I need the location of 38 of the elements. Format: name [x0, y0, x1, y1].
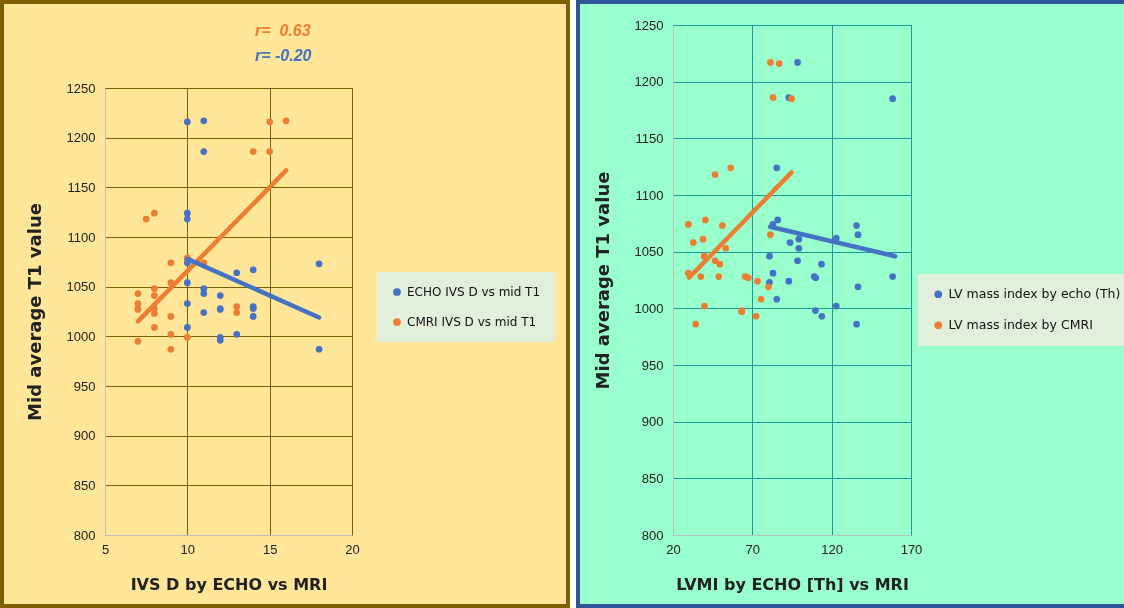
x-axis-title: IVS D by ECHO vs MRI [130, 574, 328, 594]
x-tick-label: 5 [101, 541, 110, 557]
y-tick-label: 950 [73, 378, 96, 394]
y-tick-label: 1150 [635, 130, 664, 146]
y-axis-title: Mid average T1 value [591, 171, 613, 390]
y-axis-title: Mid average T1 value [23, 203, 45, 421]
y-tick-label: 1200 [66, 130, 96, 146]
legend-label: LV mass index by CMRI [948, 317, 1093, 333]
y-tick-label: 1000 [66, 328, 96, 344]
x-tick-label: 15 [262, 541, 278, 557]
y-tick-label: 1250 [634, 17, 664, 33]
y-tick-label: 950 [641, 357, 664, 373]
y-tick-label: 850 [641, 470, 664, 486]
y-tick-label: 900 [641, 414, 664, 430]
y-tick-label: 1100 [67, 229, 96, 245]
y-tick-label: 1100 [635, 187, 664, 203]
y-tick-label: 850 [73, 477, 96, 493]
x-tick-label: 120 [821, 541, 844, 557]
y-tick-label: 800 [641, 527, 664, 543]
legend-label: CMRI IVS D vs mid T1 [407, 315, 537, 329]
x-tick-label: 10 [180, 541, 196, 557]
y-tick-label: 1250 [66, 80, 96, 96]
x-tick-label: 20 [666, 541, 681, 557]
x-tick-label: 70 [745, 541, 761, 557]
y-tick-label: 1200 [634, 74, 664, 90]
x-tick-label: 170 [900, 541, 923, 557]
x-tick-label: 20 [345, 541, 360, 557]
legend-label: ECHO IVS D vs mid T1 [407, 285, 541, 299]
x-axis-title: LVMI by ECHO [Th] vs MRI [676, 574, 909, 594]
text: r= -0.20 [255, 47, 312, 65]
y-tick-label: 1050 [634, 244, 664, 260]
y-tick-label: 1150 [67, 179, 96, 195]
y-tick-label: 800 [73, 527, 96, 543]
y-tick-label: 1050 [66, 279, 96, 295]
y-tick-label: 1000 [634, 300, 664, 316]
text: r= 0.63 [255, 22, 311, 40]
y-tick-label: 900 [73, 428, 96, 444]
legend-label: LV mass index by echo (Th) [948, 286, 1121, 302]
